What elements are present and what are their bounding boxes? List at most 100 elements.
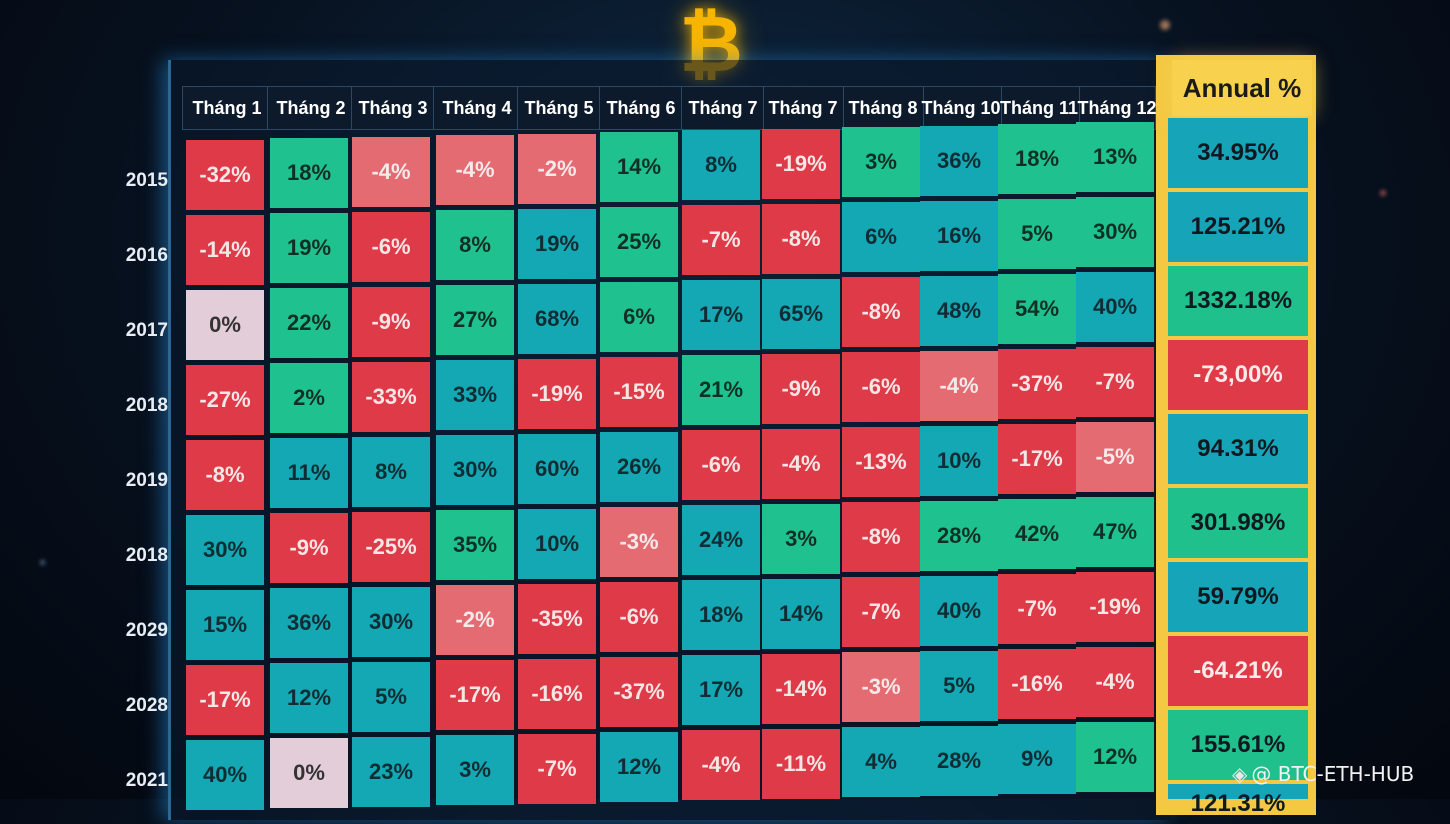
heatmap-cell: 3% (762, 503, 840, 574)
heatmap-cell: -7% (998, 574, 1076, 644)
heatmap-cell: 17% (682, 280, 760, 351)
heatmap-cell: 10% (518, 508, 596, 579)
heatmap-cell: 21% (682, 355, 760, 426)
year-label: 2021 (125, 770, 168, 791)
heatmap-cell: -8% (842, 277, 920, 348)
heatmap-cell: 25% (600, 207, 678, 277)
heatmap-cell: -33% (352, 361, 430, 432)
month-header: Tháng 7 (683, 87, 764, 129)
heatmap-cell: 5% (998, 199, 1076, 269)
heatmap-cell: 17% (682, 655, 760, 726)
heatmap-cell: -35% (518, 583, 596, 654)
heatmap-cell: 12% (1076, 722, 1154, 793)
heatmap-cell: 16% (920, 200, 998, 271)
binance-diamond-icon: ◈ (1232, 762, 1248, 786)
annual-cell: 301.98% (1168, 488, 1308, 558)
heatmap-cell: 18% (998, 124, 1076, 194)
heatmap-cell: 48% (920, 275, 998, 346)
heatmap-cell: -16% (518, 658, 596, 729)
year-label: 2016 (125, 245, 168, 266)
heatmap-cell: 15% (186, 590, 264, 660)
heatmap-cell: 22% (270, 288, 348, 359)
heatmap-cell: 36% (270, 588, 348, 659)
heatmap-cell: 30% (186, 515, 264, 585)
heatmap-cell: -16% (998, 649, 1076, 719)
heatmap-cell: -2% (518, 133, 596, 204)
heatmap-cell: 4% (842, 727, 920, 798)
heatmap-cell: -4% (762, 428, 840, 499)
heatmap-cell: -8% (762, 203, 840, 274)
year-label: 2017 (125, 320, 168, 341)
year-label: 2018 (125, 395, 168, 416)
heatmap-cell: -7% (682, 205, 760, 276)
heatmap-cell: -4% (682, 730, 760, 801)
heatmap-cell: -5% (1076, 422, 1154, 493)
background-glow (1380, 190, 1386, 196)
heatmap-cell: 6% (600, 282, 678, 352)
heatmap-cell: 35% (436, 510, 514, 581)
heatmap-cell: 10% (920, 425, 998, 496)
heatmap-cell: 8% (682, 130, 760, 201)
heatmap-cell: 28% (920, 500, 998, 571)
month-header: Tháng 5 (519, 87, 600, 129)
annual-cell: 34.95% (1168, 118, 1308, 188)
heatmap-cell: 40% (186, 740, 264, 810)
heatmap-cell: -19% (762, 128, 840, 199)
annual-cell: 125.21% (1168, 192, 1308, 262)
heatmap-cell: -6% (352, 211, 430, 282)
heatmap-cell: -2% (436, 585, 514, 656)
heatmap-cell: -4% (352, 136, 430, 207)
heatmap-cell: 42% (998, 499, 1076, 569)
heatmap-cell: 30% (436, 435, 514, 506)
heatmap-cell: 30% (1076, 197, 1154, 268)
heatmap-cell: 3% (842, 127, 920, 198)
heatmap-cell: -17% (436, 660, 514, 731)
heatmap-cell: 0% (270, 738, 348, 809)
heatmap-cell: 9% (998, 724, 1076, 794)
background-glow (40, 560, 45, 565)
heatmap-cell: 5% (920, 650, 998, 721)
heatmap-cell: 54% (998, 274, 1076, 344)
heatmap-cell: 23% (352, 736, 430, 807)
month-header: Tháng 1 (187, 87, 268, 129)
heatmap-cell: -19% (1076, 572, 1154, 643)
heatmap-cell: 14% (762, 578, 840, 649)
heatmap-cell: -17% (998, 424, 1076, 494)
year-label: 2019 (125, 470, 168, 491)
year-label: 2018 (125, 545, 168, 566)
heatmap-cell: 6% (842, 202, 920, 273)
heatmap-cell: 18% (270, 138, 348, 209)
heatmap-cell: 8% (436, 210, 514, 281)
month-header-row: Tháng 1 Tháng 2 Tháng 3 Tháng 4 Tháng 5 Tháng… (182, 86, 1158, 130)
month-header: Tháng 6 (601, 87, 682, 129)
heatmap-cell: 19% (270, 213, 348, 284)
heatmap-cell: 19% (518, 208, 596, 279)
year-label: 2015 (125, 170, 168, 191)
heatmap-cell: -7% (518, 733, 596, 804)
heatmap-cell: -25% (352, 511, 430, 582)
month-header: Tháng 7 (763, 87, 844, 129)
heatmap-cell: -8% (842, 502, 920, 573)
heatmap-cell: -8% (186, 440, 264, 510)
heatmap-cell: -6% (682, 430, 760, 501)
heatmap-cell: -9% (762, 353, 840, 424)
heatmap-cell: -27% (186, 365, 264, 435)
heatmap-cell: 12% (600, 732, 678, 802)
heatmap-cell: 30% (352, 586, 430, 657)
heatmap-cell: 12% (270, 663, 348, 734)
annual-cell: 94.31% (1168, 414, 1308, 484)
heatmap-cell: 24% (682, 505, 760, 576)
heatmap-cell: -3% (842, 652, 920, 723)
month-header: Tháng 8 (843, 87, 924, 129)
watermark-text: @ BTC-ETH-HUB (1251, 762, 1415, 786)
heatmap-cell: 47% (1076, 497, 1154, 568)
heatmap-cell: 40% (1076, 272, 1154, 343)
heatmap-cell: -9% (270, 513, 348, 584)
heatmap-cell: 40% (920, 575, 998, 646)
heatmap-cell: 11% (270, 438, 348, 509)
annual-header: Annual % (1172, 60, 1312, 116)
month-header: Tháng 2 (271, 87, 352, 129)
heatmap-cell: 28% (920, 725, 998, 796)
heatmap-cell: 14% (600, 132, 678, 202)
annual-cell: 155.61% (1168, 710, 1308, 780)
